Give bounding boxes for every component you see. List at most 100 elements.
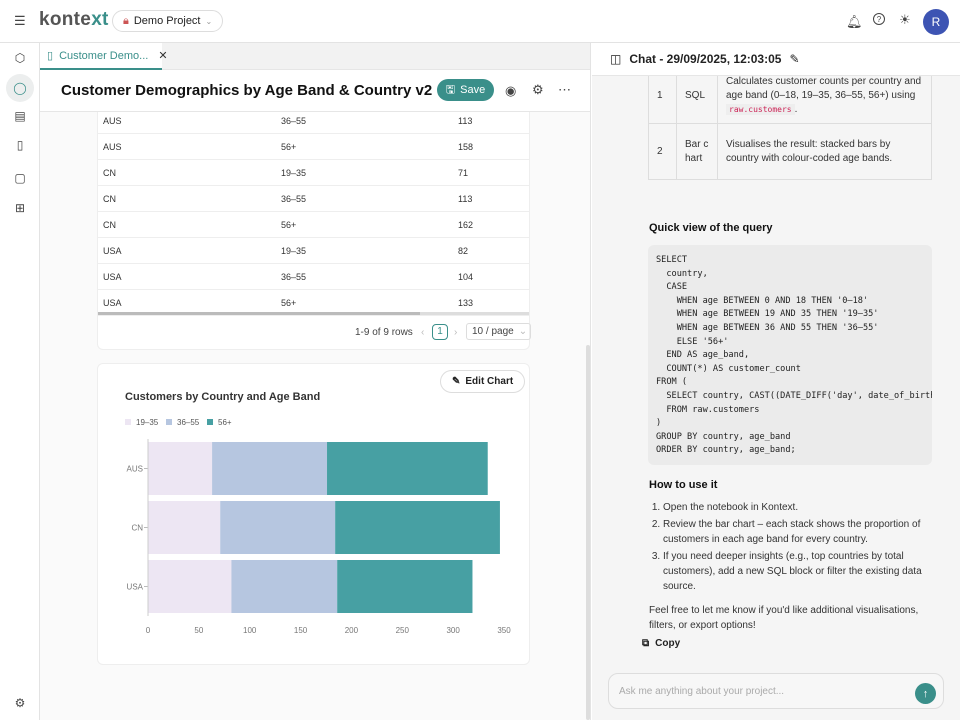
- step-number: 1: [648, 76, 677, 124]
- edit-icon[interactable]: ✎: [789, 52, 800, 66]
- chat-input[interactable]: Ask me anything about your project... ↑: [608, 673, 944, 709]
- legend-swatch: [125, 419, 131, 425]
- table-cell: 19–35: [281, 168, 307, 178]
- table-icon[interactable]: ⊞: [14, 201, 26, 215]
- closing-text: Feel free to let me know if you'd like a…: [649, 605, 919, 631]
- notebook-icon[interactable]: ▯: [16, 138, 24, 152]
- data-table-card: AUS 36–55 113 AUS 56+ 158 CN 19–35 71 CN 36–55 113 C…: [97, 112, 531, 350]
- howto-list: Open the notebook in Kontext. Review the…: [642, 500, 932, 594]
- table-row: USA 56+ 133: [98, 290, 529, 316]
- document-icon[interactable]: ▤: [14, 109, 26, 123]
- pagination-summary: 1-9 of 9 rows: [355, 327, 413, 338]
- bar-segment: [212, 442, 328, 495]
- steps-table: 1 SQL Calculates customer counts per count…: [648, 76, 932, 180]
- vertical-scrollbar[interactable]: [586, 345, 590, 720]
- project-name: Demo Project: [133, 15, 201, 27]
- table-cell: AUS: [103, 142, 122, 152]
- chart-title: Customers by Country and Age Band: [125, 391, 321, 403]
- legend-label: 56+: [218, 418, 232, 427]
- save-button[interactable]: 🖫 Save: [437, 79, 494, 101]
- cube-icon[interactable]: ⬡: [14, 51, 26, 65]
- notebook-header: Customer Demographics by Age Band & Coun…: [40, 70, 590, 112]
- table-cell: USA: [103, 272, 122, 282]
- table-row: USA 36–55 104: [98, 264, 529, 290]
- table-cell: 36–55: [281, 116, 307, 126]
- tab-bar: ▯ Customer Demo... ✕: [40, 43, 590, 70]
- eye-icon[interactable]: ◉: [505, 83, 517, 98]
- save-label: Save: [460, 84, 486, 96]
- sql-code-block: SELECT country, CASE WHEN age BETWEEN 0 …: [648, 245, 932, 465]
- gear-icon[interactable]: ⚙: [532, 82, 544, 97]
- howto-heading: How to use it: [649, 479, 718, 491]
- table-cell: 82: [458, 246, 469, 256]
- settings-icon[interactable]: ⚙: [14, 696, 26, 710]
- table-cell: 56+: [281, 220, 297, 230]
- bar-segment: [148, 501, 221, 554]
- prev-page-icon[interactable]: ‹: [421, 327, 425, 338]
- send-button[interactable]: ↑: [915, 683, 936, 704]
- notebook-panel: ▯ Customer Demo... ✕ Customer Demographi…: [40, 43, 591, 720]
- table-row: CN 19–35 71: [98, 160, 529, 186]
- chart-card: ✎ Edit Chart Customers by Country and Age…: [97, 363, 530, 665]
- table-cell: AUS: [103, 116, 122, 126]
- menu-icon[interactable]: ☰: [14, 13, 26, 28]
- table-cell: USA: [103, 246, 122, 256]
- copy-button[interactable]: ⧉ Copy: [642, 638, 680, 649]
- tab-customer-demographics[interactable]: ▯ Customer Demo... ✕: [40, 43, 168, 70]
- x-tick-label: 0: [146, 626, 151, 635]
- table-row: USA 19–35 82: [98, 238, 529, 264]
- table-cell: 162: [458, 220, 474, 230]
- x-tick-label: 150: [294, 626, 308, 635]
- copy-icon: ⧉: [642, 638, 650, 649]
- step-type: SQL: [676, 76, 718, 124]
- table-cell: CN: [103, 220, 116, 230]
- help-icon[interactable]: ?: [873, 13, 885, 25]
- chevron-down-icon: ⌄: [205, 16, 213, 26]
- more-icon[interactable]: ⋯: [558, 82, 571, 97]
- avatar[interactable]: R: [923, 9, 949, 35]
- logo[interactable]: kontext: [39, 9, 109, 31]
- page-title: Customer Demographics by Age Band & Coun…: [61, 82, 433, 99]
- tab-label: Customer Demo...: [59, 49, 149, 62]
- page-1-button[interactable]: 1: [432, 324, 448, 340]
- inline-code: raw.customers: [726, 104, 795, 115]
- bar-segment: [148, 442, 213, 495]
- legend-label: 36–55: [177, 418, 200, 427]
- x-tick-label: 50: [194, 626, 203, 635]
- bar-segment: [337, 560, 473, 613]
- table-row: CN 36–55 113: [98, 186, 529, 212]
- table-row: AUS 36–55 113: [98, 108, 529, 134]
- assistant-message: 1 SQL Calculates customer counts per count…: [640, 76, 940, 631]
- horizontal-scrollbar[interactable]: [98, 312, 529, 315]
- project-selector[interactable]: 🔒︎ Demo Project ⌄: [112, 10, 224, 32]
- collapse-panel-icon[interactable]: ◫: [610, 52, 622, 66]
- chat-header: ◫ Chat - 29/09/2025, 12:03:05 ✎: [592, 43, 960, 76]
- close-icon[interactable]: ✕: [158, 50, 168, 62]
- y-tick-label: USA: [127, 583, 144, 592]
- x-tick-label: 100: [243, 626, 257, 635]
- sun-icon[interactable]: ☀: [899, 12, 911, 27]
- chat-icon[interactable]: ◯: [6, 74, 34, 102]
- table-cell: 113: [458, 194, 473, 204]
- save-icon: 🖫: [445, 83, 456, 96]
- next-page-icon[interactable]: ›: [454, 327, 458, 338]
- file-icon[interactable]: ▢: [14, 171, 26, 185]
- table-cell: 56+: [281, 142, 297, 152]
- table-cell: 56+: [281, 298, 297, 308]
- page-size-value: 10 / page: [472, 326, 514, 337]
- chat-messages: 1 SQL Calculates customer counts per count…: [592, 76, 960, 666]
- top-bar: ☰ kontext 🔒︎ Demo Project ⌄ 🔔︎ ? ☀ R: [0, 0, 960, 43]
- edit-chart-button[interactable]: ✎ Edit Chart: [440, 370, 526, 393]
- logo-text-accent: xt: [91, 9, 109, 30]
- edit-chart-label: Edit Chart: [465, 376, 514, 387]
- list-item: Review the bar chart – each stack shows …: [663, 517, 932, 547]
- legend-swatch: [166, 419, 172, 425]
- bell-icon[interactable]: 🔔︎: [846, 14, 863, 29]
- notebook-icon: ▯: [47, 50, 54, 62]
- legend-label: 19–35: [136, 418, 159, 427]
- page-size-select[interactable]: 10 / page ⌄: [466, 323, 531, 340]
- x-tick-label: 200: [345, 626, 359, 635]
- table-cell: 104: [458, 272, 474, 282]
- chat-input-placeholder: Ask me anything about your project...: [619, 686, 785, 697]
- edit-icon: ✎: [452, 376, 461, 387]
